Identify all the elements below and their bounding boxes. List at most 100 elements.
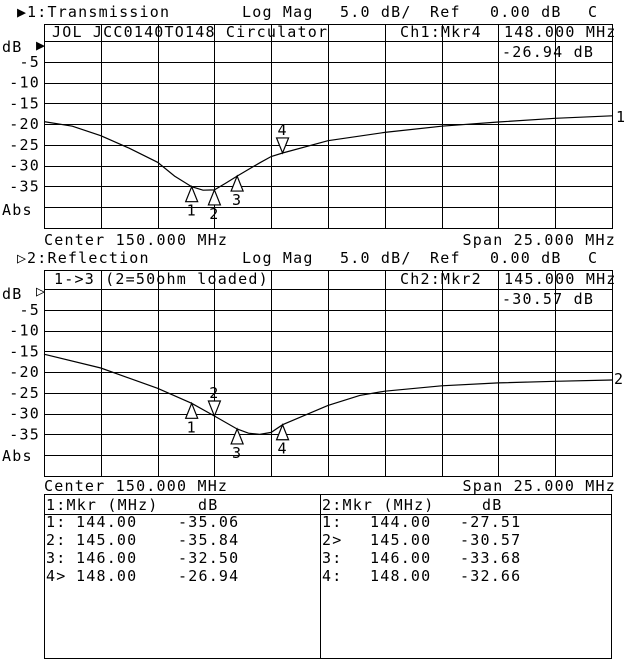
table-2-row-3-freq: 146.00 bbox=[370, 549, 431, 567]
channel-2-span: Span 25.000 MHz bbox=[463, 477, 616, 495]
table-1-row-3-db: -32.50 bbox=[178, 549, 239, 567]
table-2-row-4-db: -32.66 bbox=[460, 567, 521, 585]
marker-table: 1:Mkr (MHz) dB 2:Mkr (MHz) dB 1: 144.00 -3… bbox=[44, 494, 612, 659]
channel-1-trace-label: 1 bbox=[616, 108, 626, 126]
reference-position-indicator: ▶ bbox=[36, 36, 46, 54]
channel-1-format: Log Mag bbox=[242, 3, 314, 21]
table-1-row-1-db: -35.06 bbox=[178, 513, 239, 531]
marker-triangle-icon bbox=[207, 188, 222, 206]
channel-1-ref-value: 0.00 dB bbox=[490, 3, 562, 21]
y-tick-label: -10 bbox=[9, 74, 40, 92]
channel-1-title: JOL JCC0140TO148 Circulator bbox=[52, 23, 328, 41]
table-1-row-3-freq: 146.00 bbox=[76, 549, 137, 567]
y-tick-label: -30 bbox=[9, 157, 40, 175]
y-tick-label: -25 bbox=[9, 136, 40, 154]
table-1-row-1-idx: 1: bbox=[46, 513, 66, 531]
y-tick-label: -20 bbox=[9, 115, 40, 133]
channel-2-header: ▷ 2:Reflection Log Mag 5.0 dB/ Ref 0.00 … bbox=[17, 249, 598, 267]
channel-2-scale: 5.0 dB/ bbox=[340, 249, 412, 267]
active-marker-triangle-icon bbox=[275, 137, 290, 155]
table-2-row-3-idx: 3: bbox=[322, 549, 342, 567]
marker-label: 3 bbox=[232, 191, 242, 209]
channel-2-title: 1->3 (2=50ohm loaded) bbox=[54, 270, 269, 288]
y-tick-label: -35 bbox=[9, 177, 40, 195]
channel-1-label: 1:Transmission bbox=[27, 3, 170, 21]
channel-2-center: Center 150.000 MHz bbox=[44, 477, 228, 495]
channel-2-label: 2:Reflection bbox=[27, 249, 150, 267]
marker-label: 1 bbox=[187, 202, 197, 220]
table-2-row-1-db: -27.51 bbox=[460, 513, 521, 531]
y-tick-label: -15 bbox=[9, 342, 40, 360]
y-tick-label: -20 bbox=[9, 363, 40, 381]
marker-label: 1 bbox=[187, 418, 197, 436]
marker-triangle-icon bbox=[275, 423, 290, 441]
marker-triangle-icon bbox=[184, 185, 199, 203]
channel-2-ref-label: Ref bbox=[430, 249, 461, 267]
table-2-row-4-idx: 4: bbox=[322, 567, 342, 585]
table-1-row-1-freq: 144.00 bbox=[76, 513, 137, 531]
table-2-row-4-freq: 148.00 bbox=[370, 567, 431, 585]
channel-2-format: Log Mag bbox=[242, 249, 314, 267]
table-1-row-3-idx: 3: bbox=[46, 549, 66, 567]
table-1-header-db: dB bbox=[198, 496, 218, 514]
marker-label: 4 bbox=[277, 121, 287, 139]
channel-2-trace-label: 2 bbox=[614, 370, 624, 388]
marker-label: 2 bbox=[209, 205, 219, 223]
y-tick-label: -5 bbox=[20, 53, 40, 71]
table-2-row-2-db: -30.57 bbox=[460, 531, 521, 549]
table-2-row-2-idx: 2> bbox=[322, 531, 342, 549]
table-1-row-2-idx: 2: bbox=[46, 531, 66, 549]
channel-2-chart: 1->3 (2=50ohm loaded) Ch2:Mkr2 145.000 M… bbox=[2, 270, 624, 495]
marker-label: 4 bbox=[277, 440, 287, 458]
table-1-row-4-db: -26.94 bbox=[178, 567, 239, 585]
channel-2-marker-label: Ch2:Mkr2 bbox=[400, 270, 482, 288]
channel-1-flag: C bbox=[588, 3, 598, 21]
table-2-row-1-freq: 144.00 bbox=[370, 513, 431, 531]
table-2-header-mkr: 2:Mkr (MHz) bbox=[322, 496, 435, 514]
table-2-row-3-db: -33.68 bbox=[460, 549, 521, 567]
reference-position-indicator: ▷ bbox=[36, 282, 46, 300]
table-2-row-1-idx: 1: bbox=[322, 513, 342, 531]
channel-1-marker-value: -26.94 dB bbox=[502, 43, 594, 61]
table-1-row-4-idx: 4> bbox=[46, 567, 66, 585]
channel-1-active-indicator: ▶ bbox=[17, 3, 27, 21]
table-1-header-mkr: 1:Mkr (MHz) bbox=[46, 496, 159, 514]
channel-2-ylabel-bottom: Abs bbox=[2, 447, 33, 465]
channel-1-marker-label: Ch1:Mkr4 bbox=[400, 23, 482, 41]
channel-1-ylabel: dB bbox=[2, 38, 22, 56]
channel-2-active-indicator: ▷ bbox=[17, 249, 27, 267]
channel-1-chart: JOL JCC0140TO148 Circulator Ch1:Mkr4 148… bbox=[2, 23, 626, 249]
y-tick-label: -25 bbox=[9, 384, 40, 402]
channel-1-span: Span 25.000 MHz bbox=[463, 231, 616, 249]
channel-1-header: ▶ 1:Transmission Log Mag 5.0 dB/ Ref 0.0… bbox=[17, 3, 598, 21]
channel-1-center: Center 150.000 MHz bbox=[44, 231, 228, 249]
table-2-row-2-freq: 145.00 bbox=[370, 531, 431, 549]
y-tick-label: -5 bbox=[20, 301, 40, 319]
channel-1-marker-freq: 148.000 MHz bbox=[504, 23, 617, 41]
marker-triangle-icon bbox=[230, 174, 245, 192]
y-tick-label: -35 bbox=[9, 425, 40, 443]
channel-2-ref-value: 0.00 dB bbox=[490, 249, 562, 267]
channel-2-ylabel: dB bbox=[2, 285, 22, 303]
channel-1-ref-label: Ref bbox=[430, 3, 461, 21]
trace-line bbox=[43, 353, 613, 436]
table-1-row-2-freq: 145.00 bbox=[76, 531, 137, 549]
table-1-row-2-db: -35.84 bbox=[178, 531, 239, 549]
active-marker-triangle-icon bbox=[207, 400, 222, 418]
channel-2-marker-value: -30.57 dB bbox=[502, 290, 594, 308]
marker-triangle-icon bbox=[230, 427, 245, 445]
marker-label: 2 bbox=[209, 384, 219, 402]
y-tick-label: -30 bbox=[9, 405, 40, 423]
marker-triangle-icon bbox=[184, 401, 199, 419]
channel-1-scale: 5.0 dB/ bbox=[340, 3, 412, 21]
channel-2-marker-freq: 145.000 MHz bbox=[504, 270, 617, 288]
marker-label: 3 bbox=[232, 444, 242, 462]
y-tick-label: -10 bbox=[9, 322, 40, 340]
table-2-header-db: dB bbox=[482, 496, 502, 514]
table-1-row-4-freq: 148.00 bbox=[76, 567, 137, 585]
trace-line bbox=[43, 115, 613, 191]
channel-1-ylabel-bottom: Abs bbox=[2, 201, 33, 219]
channel-2-flag: C bbox=[588, 249, 598, 267]
